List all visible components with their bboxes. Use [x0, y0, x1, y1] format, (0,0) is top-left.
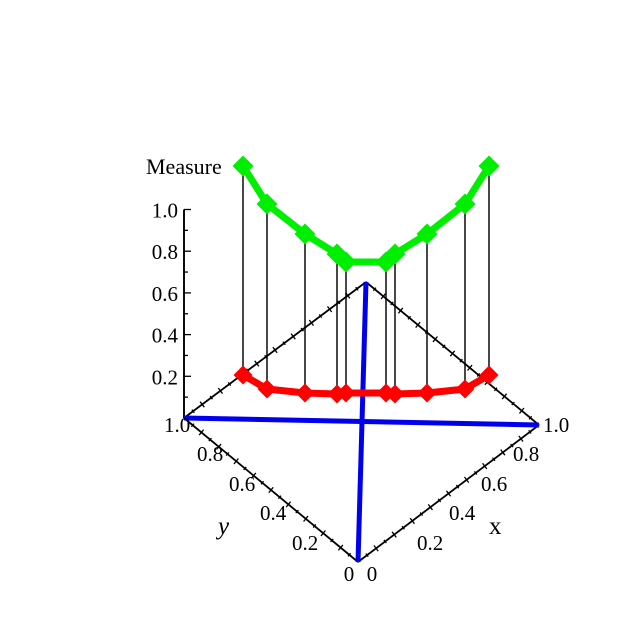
svg-text:1.0: 1.0 — [164, 413, 190, 437]
svg-text:0.4: 0.4 — [449, 501, 476, 525]
svg-text:0.6: 0.6 — [229, 472, 255, 496]
svg-text:0.8: 0.8 — [197, 442, 223, 466]
svg-text:0.2: 0.2 — [152, 365, 178, 389]
svg-text:0.6: 0.6 — [152, 282, 178, 306]
svg-text:0.2: 0.2 — [292, 531, 318, 555]
svg-text:x: x — [489, 513, 502, 540]
svg-text:0.4: 0.4 — [260, 501, 287, 525]
svg-text:0.2: 0.2 — [417, 531, 443, 555]
svg-text:0.8: 0.8 — [152, 240, 178, 264]
svg-text:0: 0 — [344, 562, 355, 586]
svg-text:1.0: 1.0 — [152, 199, 178, 223]
svg-text:0.8: 0.8 — [513, 442, 539, 466]
svg-text:y: y — [215, 513, 230, 540]
svg-text:1.0: 1.0 — [543, 413, 569, 437]
svg-text:0.6: 0.6 — [481, 472, 507, 496]
svg-text:0: 0 — [367, 562, 378, 586]
svg-text:0.4: 0.4 — [152, 324, 179, 348]
svg-text:Measure: Measure — [146, 154, 222, 179]
